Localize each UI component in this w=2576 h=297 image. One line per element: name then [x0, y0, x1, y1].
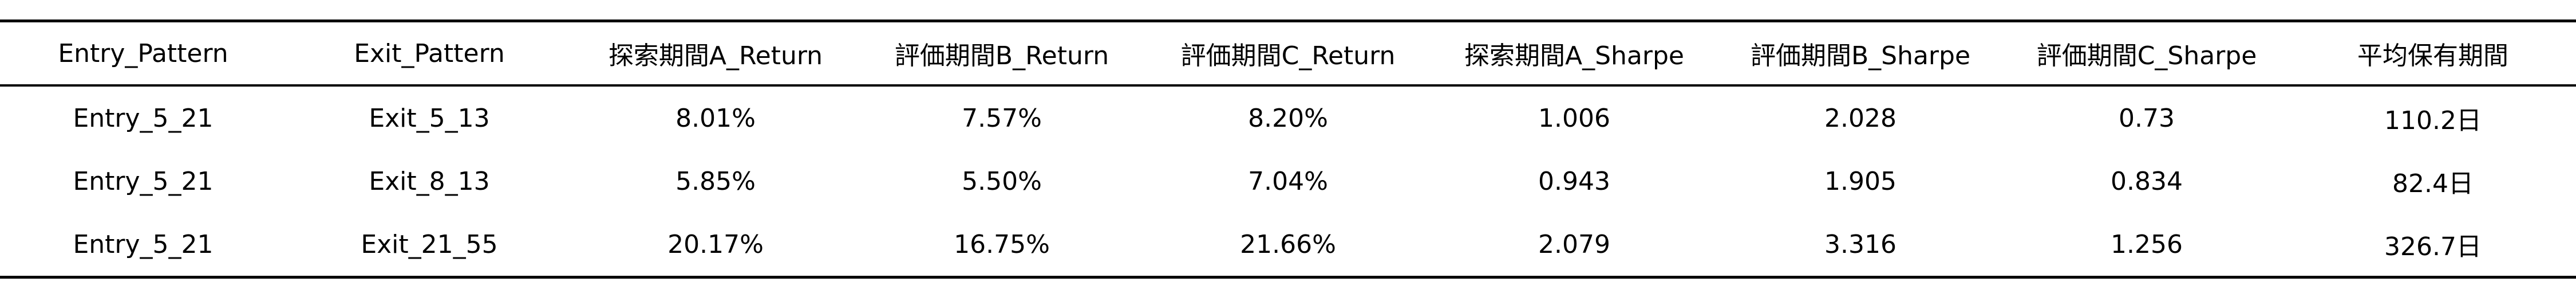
header-a-sharpe: 探索期間A_Sharpe	[1464, 41, 1684, 71]
table-row: Entry_5_21 Exit_21_55 20.17% 16.75% 21.6…	[0, 213, 2576, 278]
header-b-sharpe: 評価期間B_Sharpe	[1750, 41, 1971, 71]
header-a-return: 探索期間A_Return	[608, 41, 823, 71]
cell: Entry_5_21	[73, 229, 214, 259]
cell: 0.943	[1538, 166, 1610, 196]
cell: 16.75%	[954, 229, 1050, 259]
cell: Exit_5_13	[369, 103, 490, 133]
cell: 1.256	[2111, 229, 2183, 259]
cell: 7.04%	[1248, 166, 1328, 196]
header-c-return: 評価期間C_Return	[1180, 41, 1396, 71]
header-exit-pattern: Exit_Pattern	[354, 38, 505, 68]
table-header: Entry_Pattern Exit_Pattern 探索期間A_Return …	[0, 21, 2576, 85]
cell: Exit_8_13	[369, 166, 490, 196]
cell: 1.006	[1538, 103, 1610, 133]
cell: 0.73	[2119, 103, 2175, 133]
cell: 0.834	[2111, 166, 2183, 196]
header-c-sharpe: 評価期間C_Sharpe	[2036, 41, 2257, 71]
cell: 5.50%	[962, 166, 1042, 196]
header-entry-pattern: Entry_Pattern	[58, 38, 228, 68]
table-row: Entry_5_21 Exit_5_13 8.01% 7.57% 8.20% 1…	[0, 85, 2576, 150]
cell: 20.17%	[667, 229, 764, 259]
results-table: Entry_Pattern Exit_Pattern 探索期間A_Return …	[0, 19, 2576, 279]
header-b-return: 評価期間B_Return	[894, 41, 1109, 71]
header-row: Entry_Pattern Exit_Pattern 探索期間A_Return …	[0, 21, 2576, 85]
cell: Entry_5_21	[73, 166, 214, 196]
cell: 8.01%	[675, 103, 756, 133]
cell: Exit_21_55	[361, 229, 498, 259]
cell: 7.57%	[962, 103, 1042, 133]
table-row: Entry_5_21 Exit_8_13 5.85% 5.50% 7.04% 0…	[0, 150, 2576, 213]
cell: 21.66%	[1240, 229, 1336, 259]
cell: 3.316	[1824, 229, 1897, 259]
cell: 1.905	[1824, 166, 1897, 196]
header-avg-holding: 平均保有期間	[2357, 41, 2508, 71]
cell: 110.2日	[2384, 106, 2482, 135]
cell: 8.20%	[1248, 103, 1328, 133]
cell: 82.4日	[2392, 169, 2474, 198]
cell: 5.85%	[675, 166, 756, 196]
cell: Entry_5_21	[73, 103, 214, 133]
cell: 2.028	[1824, 103, 1897, 133]
cell: 2.079	[1538, 229, 1610, 259]
cell: 326.7日	[2384, 232, 2482, 261]
table-body: Entry_5_21 Exit_5_13 8.01% 7.57% 8.20% 1…	[0, 85, 2576, 278]
